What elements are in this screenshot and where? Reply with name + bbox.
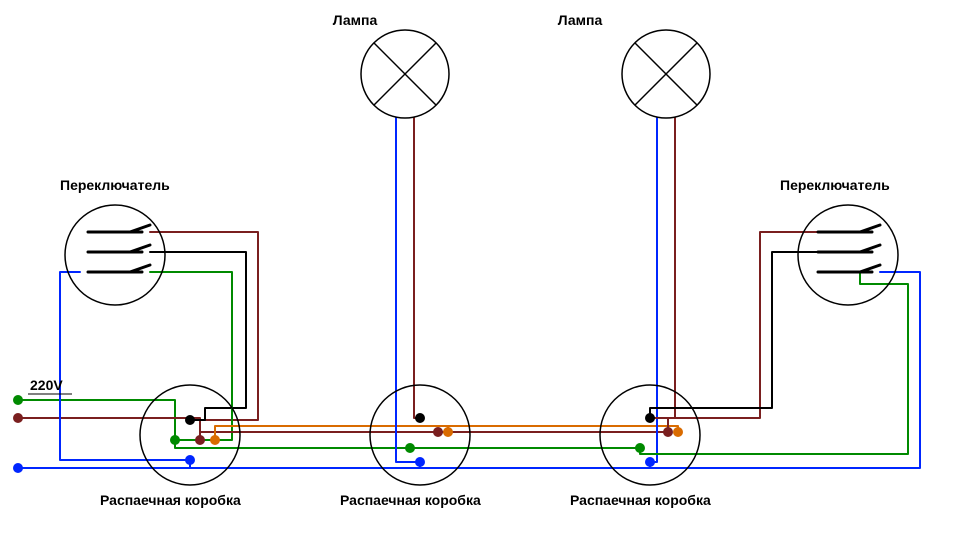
supply-dot-brown: [13, 413, 23, 423]
supply-dot-green: [13, 395, 23, 405]
jb3-dot-orange: [673, 427, 683, 437]
label-sw_r: Переключатель: [780, 177, 890, 193]
jb3-dot-black: [645, 413, 655, 423]
label-jb3: Распаечная коробка: [570, 492, 711, 508]
jb2-dot-orange: [443, 427, 453, 437]
jb1-dot-blue: [185, 455, 195, 465]
jb3-dot-green: [635, 443, 645, 453]
jb3-dot-brown: [663, 427, 673, 437]
junction-box-1: [140, 385, 240, 485]
jb2-dot-black: [415, 413, 425, 423]
label-v220: 220V: [30, 377, 63, 393]
jb2-dot-green: [405, 443, 415, 453]
jb2-dot-brown: [433, 427, 443, 437]
label-jb1: Распаечная коробка: [100, 492, 241, 508]
junction-box-2: [370, 385, 470, 485]
switch-left-symbol: [65, 205, 165, 305]
junction-box-3: [600, 385, 700, 485]
label-lamp1: Лампа: [333, 12, 378, 28]
label-lamp2: Лампа: [558, 12, 603, 28]
switch-right-symbol: [798, 205, 898, 305]
jb1-dot-brown: [195, 435, 205, 445]
jb1-dot-green: [170, 435, 180, 445]
wiring-diagram: Лампа Лампа Переключатель Переключатель 220V…: [0, 0, 960, 542]
jb1-dot-black: [185, 415, 195, 425]
label-sw_l: Переключатель: [60, 177, 170, 193]
jb1-dot-orange: [210, 435, 220, 445]
jb3-dot-blue: [645, 457, 655, 467]
label-jb2: Распаечная коробка: [340, 492, 481, 508]
supply-dot-blue: [13, 463, 23, 473]
jb2-dot-blue: [415, 457, 425, 467]
